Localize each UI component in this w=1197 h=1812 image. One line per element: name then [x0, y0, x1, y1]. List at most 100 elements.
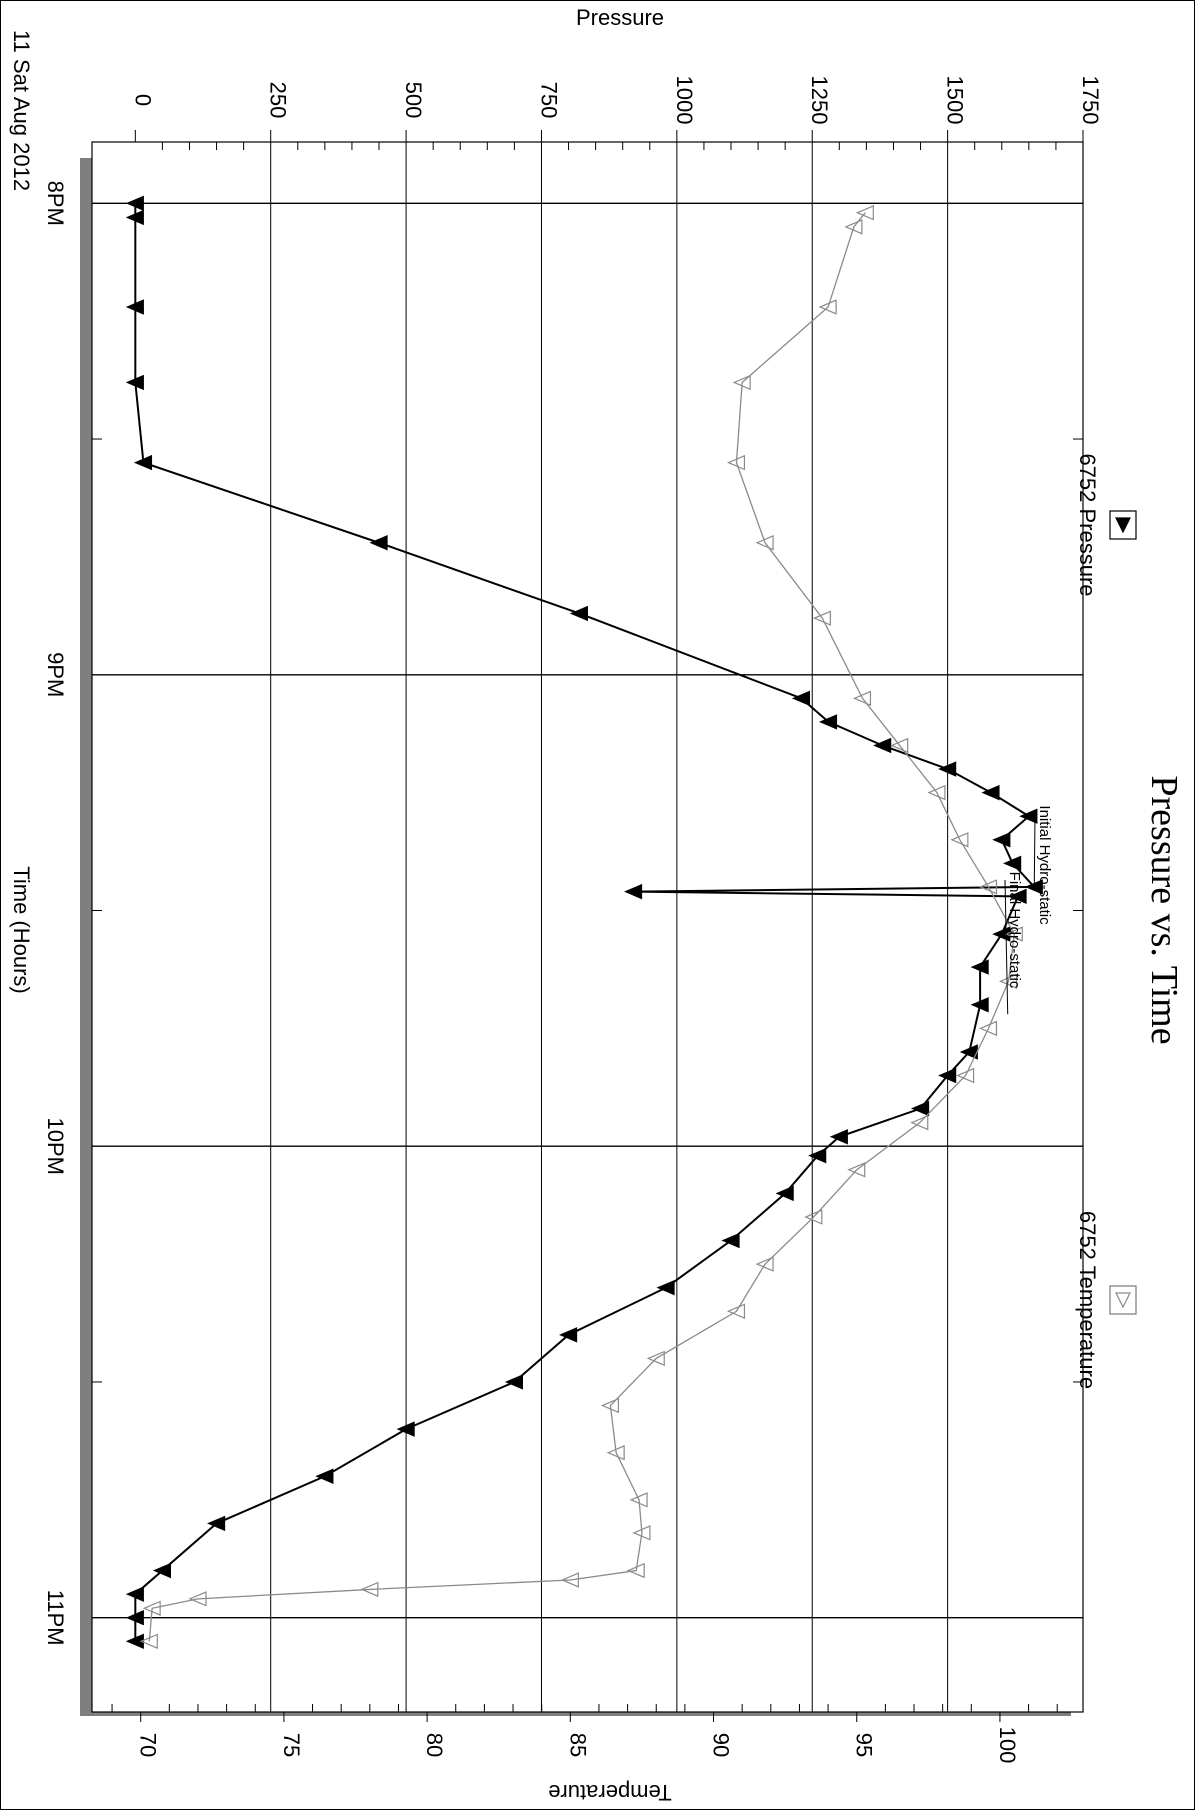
temperature-point — [629, 1492, 648, 1508]
chart-title: Pressure vs. Time — [1143, 775, 1185, 1044]
temperature-point — [950, 832, 969, 848]
temperature-point — [755, 1256, 774, 1272]
temperature-tick-label: 85 — [565, 1733, 590, 1757]
pressure-tick-label: 0 — [130, 94, 155, 106]
pressure-point — [125, 195, 144, 211]
pressure-point — [125, 374, 144, 391]
temperature-tick-label: 90 — [709, 1733, 734, 1757]
legend-pressure-marker — [1115, 517, 1131, 534]
temperature-point — [632, 1525, 651, 1541]
pressure-point — [808, 1147, 827, 1164]
pressure-point — [981, 784, 1000, 801]
pressure-point — [775, 1185, 794, 1202]
legend-marker-box — [1109, 1285, 1137, 1315]
temperature-point — [927, 784, 946, 801]
pressure-point — [911, 1100, 930, 1117]
temperature-point — [844, 219, 863, 235]
time-tick-label: 11PM — [43, 1590, 68, 1646]
temperature-point — [855, 205, 874, 221]
temperature-point — [646, 1350, 665, 1367]
pressure-point — [970, 997, 989, 1013]
temperature-tick-label: 75 — [279, 1733, 304, 1757]
pressure-point — [938, 761, 957, 777]
temperature-point — [755, 535, 774, 551]
temperature-point — [890, 737, 909, 754]
pressure-tick-label: 250 — [266, 82, 291, 119]
temperature-point — [910, 1114, 929, 1131]
pressure-point — [656, 1279, 675, 1296]
temperature-point — [142, 1600, 161, 1616]
pressure-point — [721, 1232, 740, 1249]
pressure-point — [1008, 888, 1027, 905]
temperature-point — [726, 1303, 746, 1319]
pressure-point — [207, 1515, 226, 1532]
pressure-point — [315, 1468, 334, 1484]
temperature-point — [560, 1572, 579, 1588]
legend-temperature-marker — [1115, 1292, 1131, 1309]
temperature-point — [978, 1020, 998, 1037]
pressure-point — [970, 959, 989, 975]
pressure-point — [791, 690, 811, 707]
date-label: 11 Sat Aug 2012 — [9, 30, 34, 191]
temperature-tick-label: 95 — [852, 1733, 877, 1757]
pressure-point — [152, 1562, 171, 1579]
pressure-point — [1003, 855, 1022, 872]
temperature-point — [998, 973, 1018, 989]
temperature-axis-title: Temperature — [548, 1780, 672, 1805]
pressure-point — [125, 299, 144, 315]
pressure-point — [559, 1327, 578, 1343]
plot-area — [91, 141, 1084, 1713]
pressure-point — [992, 832, 1011, 848]
pressure-point — [125, 1586, 144, 1602]
pressure-tick-label: 1000 — [672, 76, 697, 125]
temperature-tick-label: 70 — [136, 1733, 161, 1757]
temperature-point — [600, 1397, 620, 1414]
pressure-tick-label: 1750 — [1078, 76, 1103, 125]
time-tick-label: 9PM — [43, 652, 68, 697]
annotation-leader — [1033, 814, 1036, 887]
time-tick-label: 10PM — [43, 1117, 68, 1174]
pressure-point — [125, 1633, 144, 1649]
temperature-point — [978, 879, 998, 895]
temperature-point — [804, 1209, 823, 1225]
pressure-point — [818, 714, 838, 730]
pressure-point — [504, 1374, 523, 1390]
pressure-point — [829, 1129, 848, 1145]
temperature-point — [360, 1581, 379, 1598]
pressure-point — [938, 1067, 957, 1084]
pressure-tick-label: 500 — [401, 82, 426, 119]
annotation-initial-hydrostatic: Initial Hydro-static — [1036, 805, 1053, 925]
temperature-point — [732, 374, 751, 391]
temperature-point — [956, 1067, 975, 1084]
time-axis-title: Time (Hours) — [9, 866, 34, 994]
temperature-point — [818, 299, 837, 315]
temperature-point — [847, 1162, 866, 1178]
temperature-point — [626, 1562, 645, 1579]
legend-pressure-label: 6752 Pressure — [1075, 453, 1100, 596]
temperature-point — [1004, 926, 1023, 942]
pressure-point — [1019, 808, 1038, 824]
time-tick-label: 8PM — [43, 181, 68, 226]
pressure-series-line — [134, 203, 1037, 1642]
pressure-tick-label: 1250 — [807, 76, 832, 125]
temperature-tick-label: 100 — [995, 1727, 1020, 1764]
pressure-point — [125, 1609, 144, 1626]
pressure-point — [369, 535, 388, 551]
pressure-point — [569, 605, 588, 622]
temperature-point — [606, 1444, 625, 1461]
temperature-point — [726, 454, 746, 471]
temperature-point — [139, 1633, 158, 1649]
annotation-final-hydrostatic: Final Hydro-static — [1006, 872, 1023, 989]
pressure-point — [396, 1421, 415, 1437]
pressure-point — [125, 209, 144, 226]
pressure-tick-label: 1500 — [943, 76, 968, 125]
annotation-leader — [1004, 879, 1009, 1015]
pressure-point — [623, 883, 643, 900]
temperature-point — [188, 1591, 207, 1607]
temperature-point — [812, 610, 831, 626]
legend-temperature-label: 6752 Temperature — [1075, 1211, 1100, 1389]
pressure-axis-title: Pressure — [576, 5, 664, 30]
